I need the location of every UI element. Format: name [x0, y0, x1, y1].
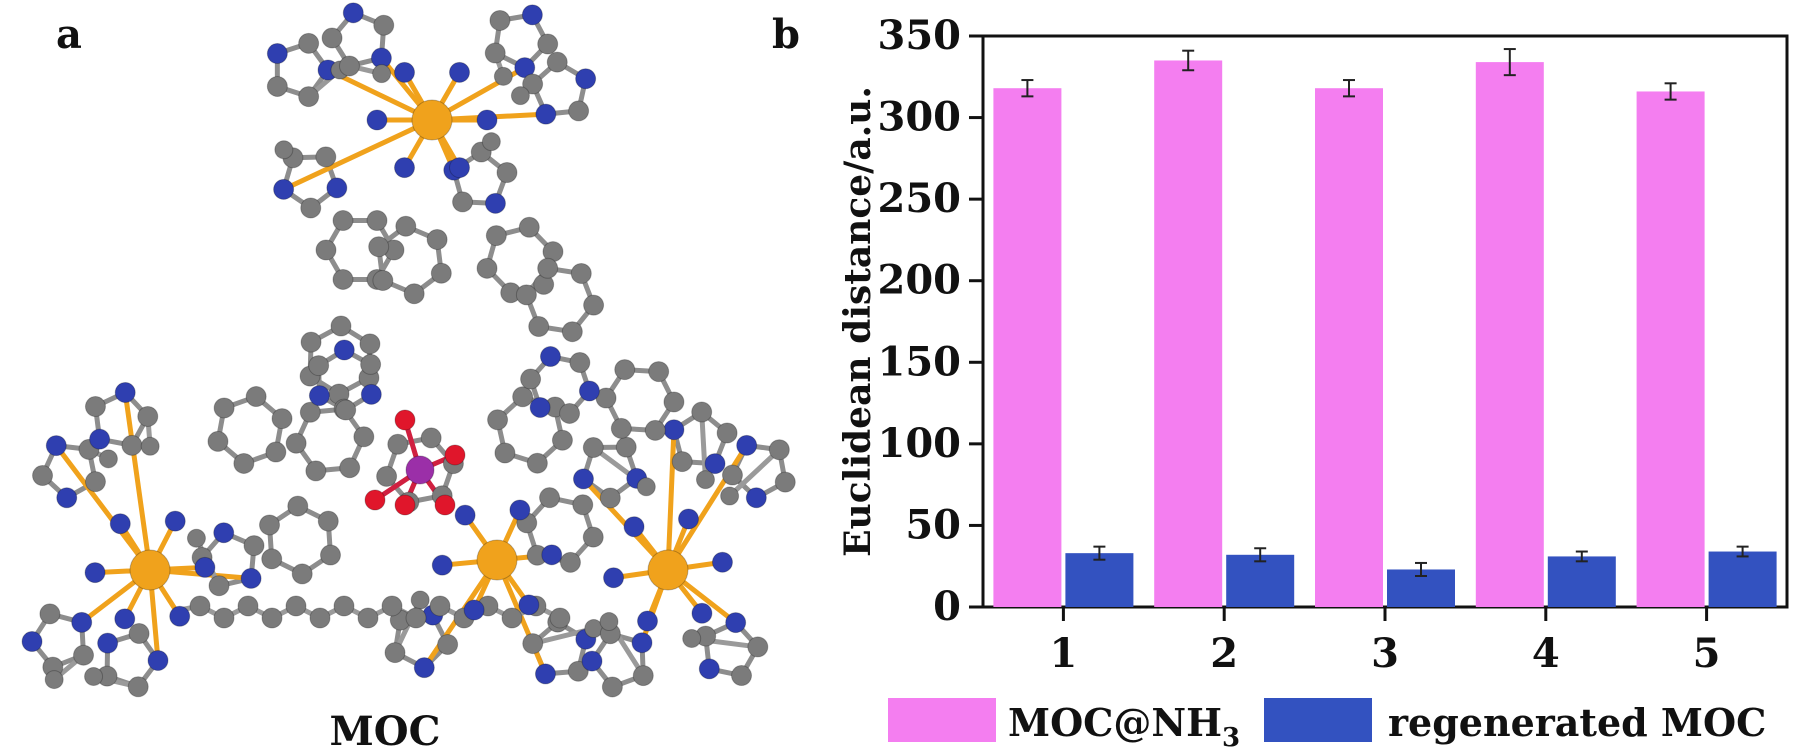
error-bar [1503, 48, 1516, 77]
y-tick-label: 200 [878, 257, 962, 304]
y-tick-label: 100 [878, 420, 962, 467]
y-axis-ticks: 0 50 100 150 200 250 300 350 [878, 12, 983, 630]
x-tick-label: 4 [1532, 630, 1560, 677]
bar-regenerated-moc [1708, 551, 1777, 607]
bar-chart: 0 50 100 150 200 250 300 350 1 2 3 4 5 Euclidean di… [837, 12, 1789, 753]
bar-moc-nh3 [1154, 60, 1223, 607]
legend-swatch-regenerated-moc [1264, 698, 1372, 742]
panel-b-label: b [772, 11, 800, 58]
bar-regenerated-moc [1226, 554, 1295, 607]
bar-moc-nh3 [1636, 91, 1705, 608]
bars [993, 48, 1777, 608]
y-tick-label: 350 [878, 12, 962, 59]
legend: MOC@NH3 regenerated MOC [888, 698, 1766, 753]
error-bar [1254, 547, 1267, 563]
error-bar [1664, 82, 1677, 101]
x-axis-ticks: 1 2 3 4 5 [1049, 607, 1721, 677]
x-tick-label: 2 [1210, 630, 1238, 677]
bar-regenerated-moc [1547, 556, 1616, 607]
error-bar [1093, 545, 1106, 561]
y-axis-title: Euclidean distance/a.u. [837, 86, 879, 557]
bar-moc-nh3 [1315, 88, 1383, 608]
legend-label-regenerated-moc: regenerated MOC [1388, 700, 1766, 745]
panel-a-label: a [56, 11, 82, 58]
error-bar [1182, 49, 1195, 72]
legend-label-moc-nh3: MOC@NH3 [1008, 700, 1240, 753]
molecule-structure-illustration [21, 2, 796, 698]
y-tick-label: 300 [878, 94, 962, 141]
y-tick-label: 150 [878, 338, 962, 385]
legend-swatch-moc-nh3 [888, 698, 996, 742]
error-bar [1343, 79, 1355, 98]
bar-moc-nh3 [1475, 62, 1544, 608]
y-tick-label: 0 [933, 583, 961, 630]
y-tick-label: 250 [878, 175, 962, 222]
molecule-caption: MOC [330, 708, 441, 755]
error-bar [1415, 561, 1427, 578]
error-bar [1736, 545, 1749, 558]
bar-moc-nh3 [993, 88, 1062, 608]
error-bar [1575, 550, 1588, 563]
bar-regenerated-moc [1065, 553, 1134, 607]
error-bar [1021, 79, 1034, 98]
x-tick-label: 3 [1371, 630, 1399, 677]
y-tick-label: 50 [905, 501, 961, 548]
x-tick-label: 1 [1049, 630, 1077, 677]
x-tick-label: 5 [1693, 630, 1721, 677]
